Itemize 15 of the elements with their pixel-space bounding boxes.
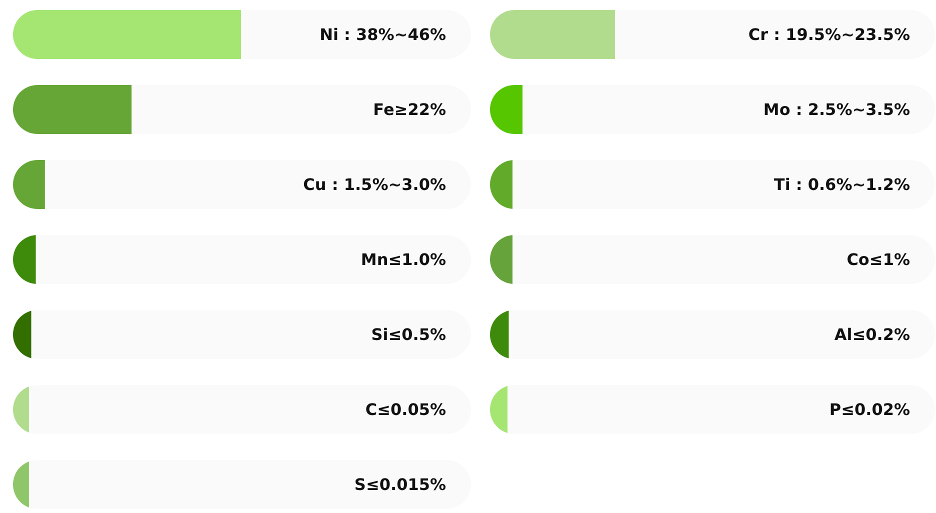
bar [490,10,615,59]
y-tick-label: Si≤0.5% [371,325,446,344]
y-tick-label: Cu : 1.5%~3.0% [303,175,446,194]
y-tick-label: S≤0.015% [354,475,446,494]
y-tick-label: Co≤1% [846,250,910,269]
y-tick-label: C≤0.05% [365,400,446,419]
y-tick-label: Mo : 2.5%~3.5% [763,100,910,119]
bar [13,85,132,134]
y-tick-label: Ti : 0.6%~1.2% [774,175,910,194]
y-tick-label: P≤0.02% [829,400,910,419]
y-tick-label: Fe≥22% [373,100,446,119]
y-tick-label: Ni : 38%~46% [320,25,446,44]
y-tick-label: Mn≤1.0% [360,250,446,269]
y-tick-label: Cr : 19.5%~23.5% [748,25,910,44]
y-tick-label: Al≤0.2% [834,325,910,344]
